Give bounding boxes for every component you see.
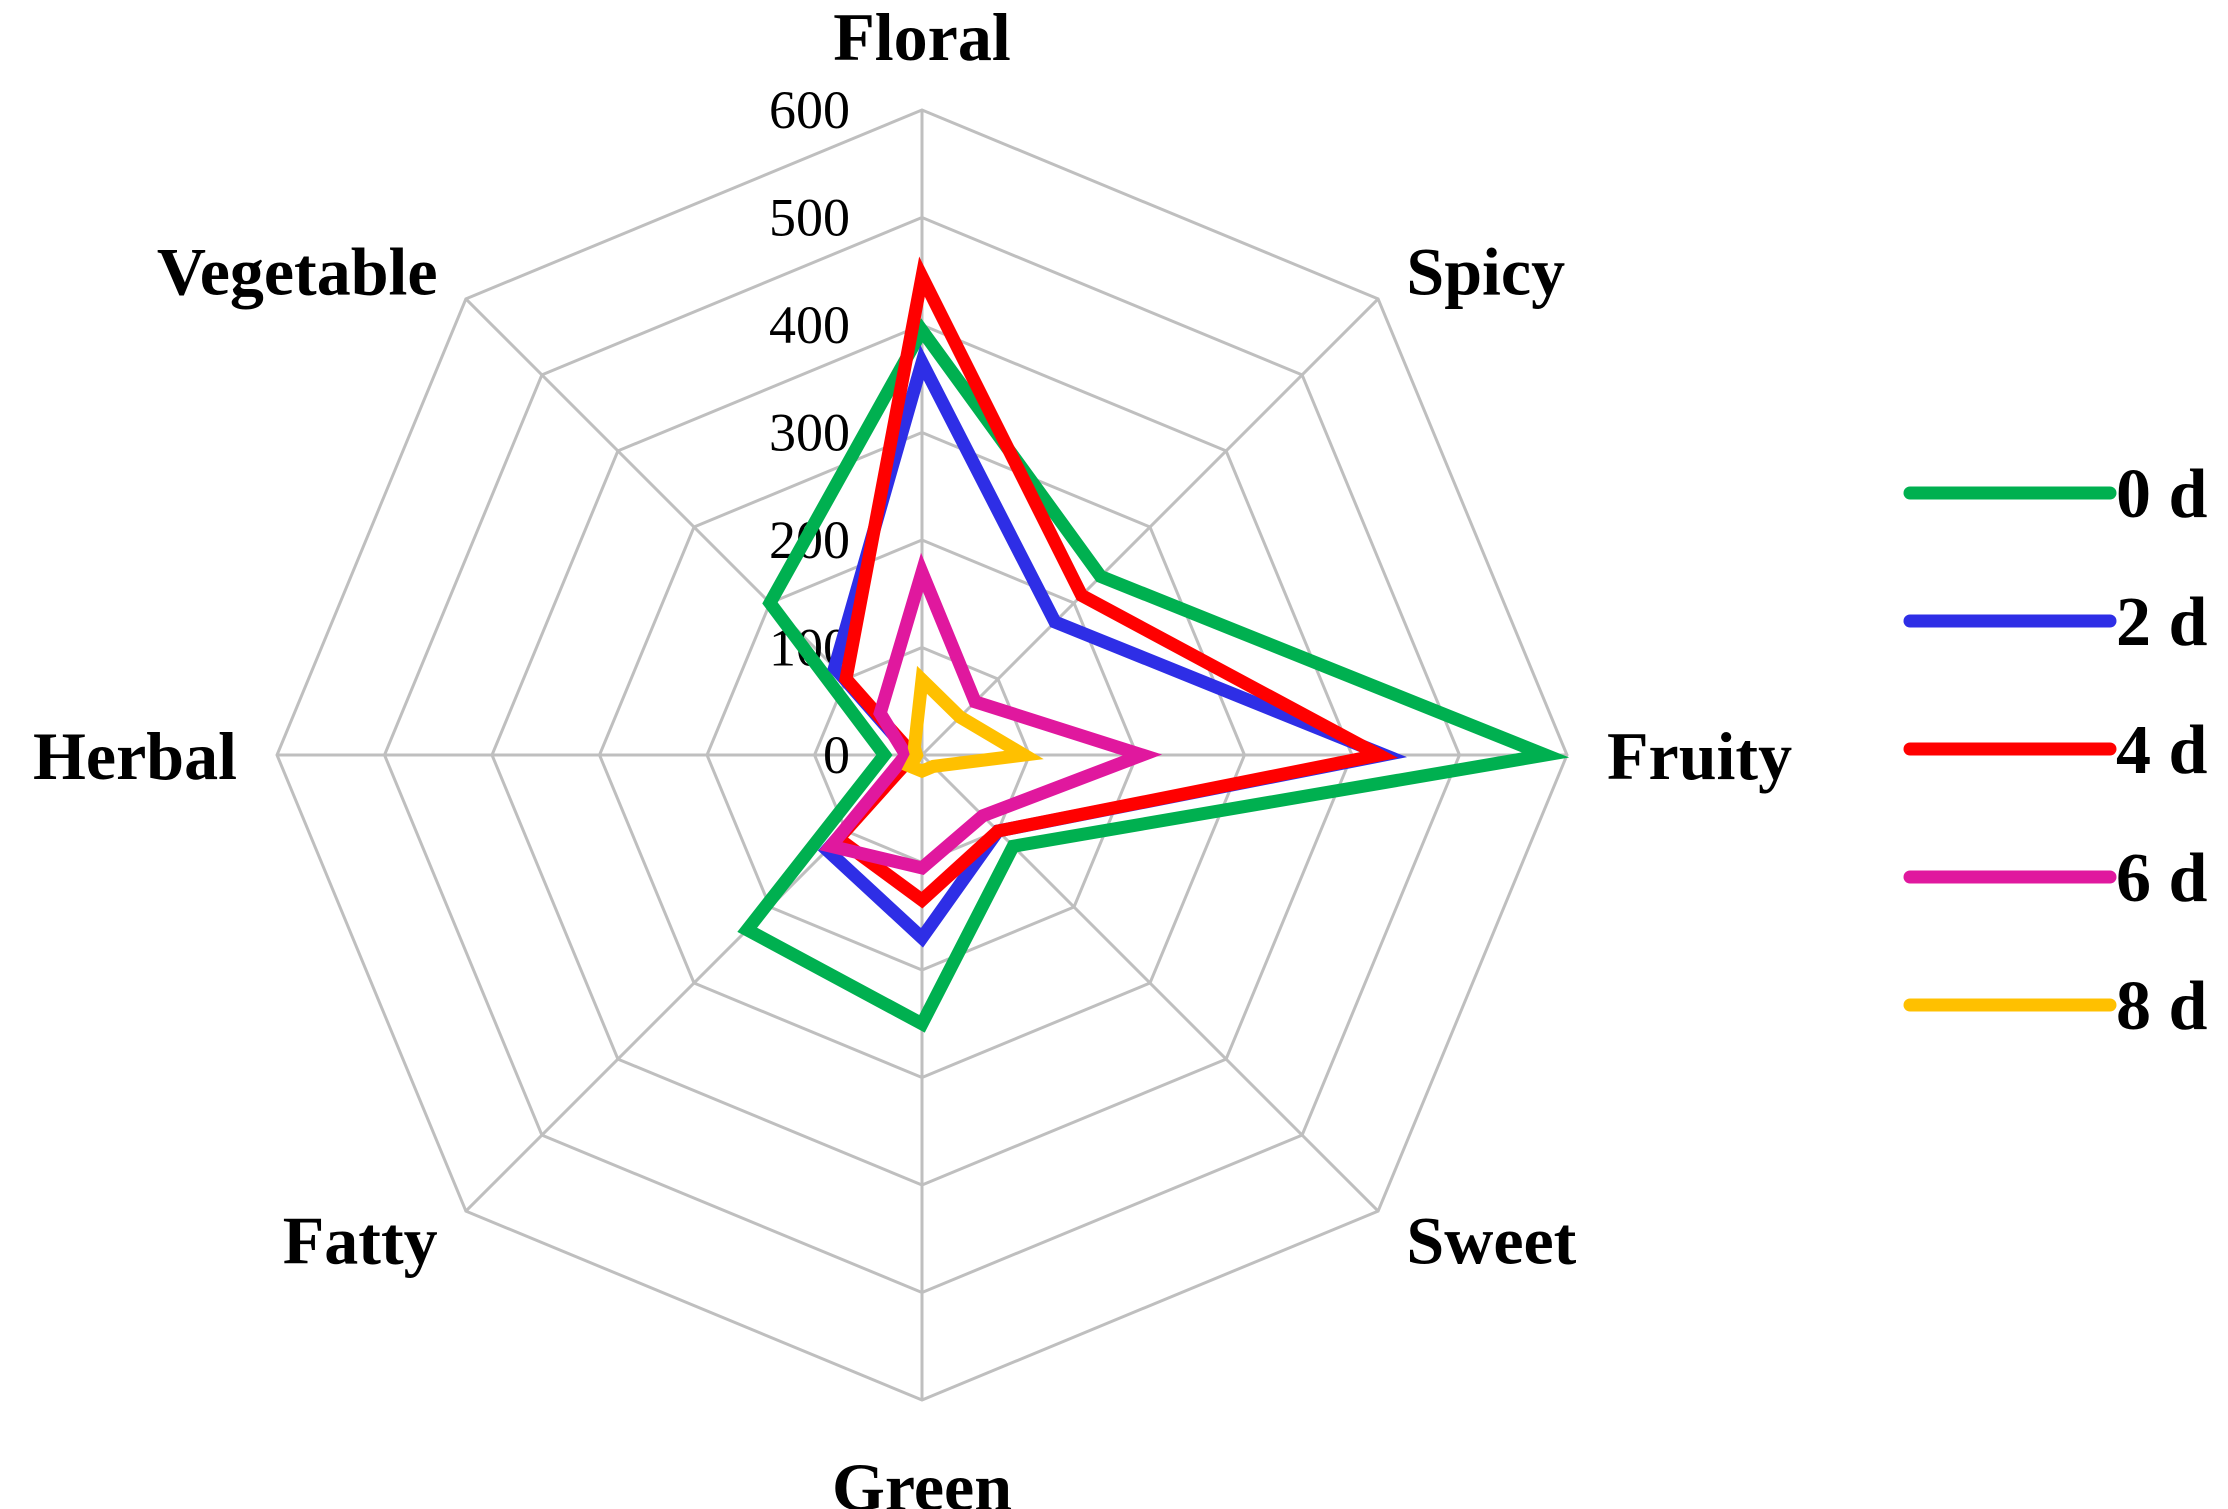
legend-label-8-d: 8 d xyxy=(2116,968,2208,1045)
category-label-spicy: Spicy xyxy=(1406,234,1565,310)
category-labels: Floral Spicy Fruity Sweet Green Fatty Herbal Ve… xyxy=(33,0,1792,1509)
legend-item-0-d: 0 d xyxy=(1903,456,2208,533)
tick-label-400: 400 xyxy=(769,295,850,355)
tick-label-600: 600 xyxy=(769,80,850,140)
legend-label-0-d: 0 d xyxy=(2116,456,2208,533)
category-label-green: Green xyxy=(832,1449,1012,1509)
tick-label-0: 0 xyxy=(823,725,850,785)
legend-label-4-d: 4 d xyxy=(2116,712,2208,789)
category-label-vegetable: Vegetable xyxy=(157,234,438,310)
category-label-herbal: Herbal xyxy=(33,718,237,794)
legend-item-6-d: 6 d xyxy=(1903,840,2208,917)
tick-label-500: 500 xyxy=(769,188,850,248)
legend-label-6-d: 6 d xyxy=(2116,840,2208,917)
legend-item-4-d: 4 d xyxy=(1903,712,2208,789)
category-label-floral: Floral xyxy=(833,0,1011,75)
spoke-spicy xyxy=(920,297,1380,757)
series-8-d xyxy=(901,665,1044,779)
legend-label-2-d: 2 d xyxy=(2116,584,2208,661)
series-4-d xyxy=(828,256,1398,909)
series-6-d xyxy=(819,552,1163,875)
legend-item-2-d: 2 d xyxy=(1903,584,2208,661)
legend-item-8-d: 8 d xyxy=(1903,968,2208,1045)
tick-label-300: 300 xyxy=(769,403,850,463)
category-label-fruity: Fruity xyxy=(1607,718,1792,794)
legend: 0 d 2 d 4 d 6 d 8 d xyxy=(1903,456,2208,1045)
category-label-sweet: Sweet xyxy=(1406,1202,1576,1278)
series-0-d xyxy=(737,318,1570,1033)
series-lines xyxy=(737,256,1570,1033)
category-label-fatty: Fatty xyxy=(283,1202,438,1278)
